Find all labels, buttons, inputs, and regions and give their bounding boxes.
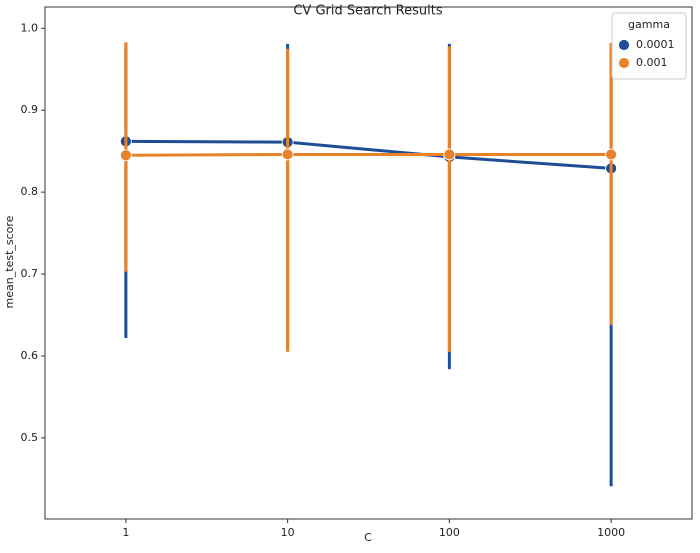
legend-label: 0.001 (636, 56, 668, 69)
x-tick-label: 100 (439, 526, 460, 539)
y-tick-label: 0.9 (21, 103, 39, 116)
legend-title: gamma (628, 18, 670, 31)
y-tick-label: 0.7 (21, 267, 39, 280)
series-line (125, 152, 612, 157)
x-tick-label: 1000 (597, 526, 625, 539)
legend-box (611, 12, 687, 80)
point (119, 149, 132, 162)
x-tick-label: 1 (122, 526, 129, 539)
y-tick-label: 0.5 (21, 431, 39, 444)
y-tick-label: 1.0 (21, 21, 39, 34)
chart-title: CV Grid Search Results (293, 4, 442, 19)
point (281, 148, 294, 161)
y-tick-label: 0.8 (21, 185, 39, 198)
series-line (125, 139, 612, 170)
x-axis-label: C (364, 531, 372, 544)
y-tick-label: 0.6 (21, 349, 39, 362)
point (443, 148, 456, 161)
y-axis-label: mean_test_score (3, 215, 16, 308)
point (605, 148, 618, 161)
x-tick-label: 10 (281, 526, 295, 539)
legend-label: 0.0001 (636, 38, 675, 51)
legend-marker (618, 39, 630, 51)
plot-frame (44, 6, 693, 520)
legend-marker (618, 57, 630, 69)
